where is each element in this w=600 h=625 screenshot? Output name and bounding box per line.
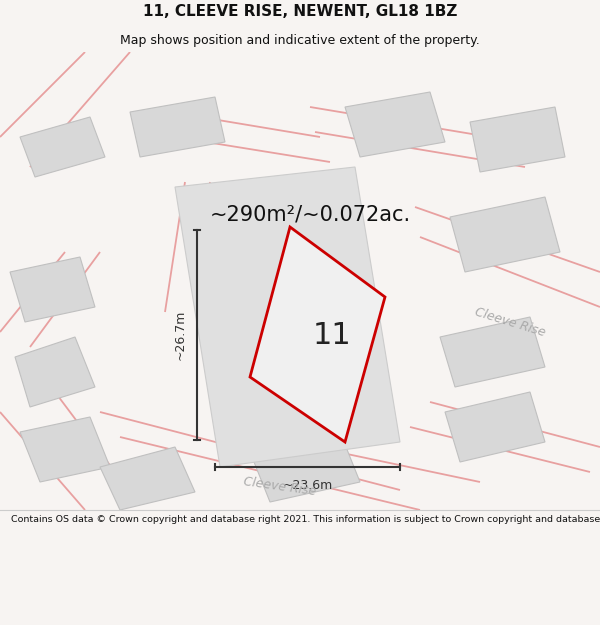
Polygon shape <box>450 197 560 272</box>
Polygon shape <box>15 337 95 407</box>
Text: ~26.7m: ~26.7m <box>174 310 187 360</box>
Polygon shape <box>175 167 400 467</box>
Text: Map shows position and indicative extent of the property.: Map shows position and indicative extent… <box>120 34 480 47</box>
Polygon shape <box>10 257 95 322</box>
Text: Cleeve Rise: Cleeve Rise <box>473 305 547 339</box>
Polygon shape <box>445 392 545 462</box>
Text: 11: 11 <box>313 321 352 350</box>
Polygon shape <box>250 432 360 502</box>
Polygon shape <box>345 92 445 157</box>
Polygon shape <box>470 107 565 172</box>
Polygon shape <box>20 417 110 482</box>
Polygon shape <box>250 227 385 442</box>
Polygon shape <box>130 97 225 157</box>
Text: Cleeve Rise: Cleeve Rise <box>243 476 317 499</box>
Polygon shape <box>20 117 105 177</box>
Text: Contains OS data © Crown copyright and database right 2021. This information is : Contains OS data © Crown copyright and d… <box>11 514 600 524</box>
Text: ~23.6m: ~23.6m <box>283 479 332 492</box>
Text: ~290m²/~0.072ac.: ~290m²/~0.072ac. <box>209 204 410 224</box>
Polygon shape <box>440 317 545 387</box>
Polygon shape <box>100 447 195 510</box>
Text: 11, CLEEVE RISE, NEWENT, GL18 1BZ: 11, CLEEVE RISE, NEWENT, GL18 1BZ <box>143 4 457 19</box>
